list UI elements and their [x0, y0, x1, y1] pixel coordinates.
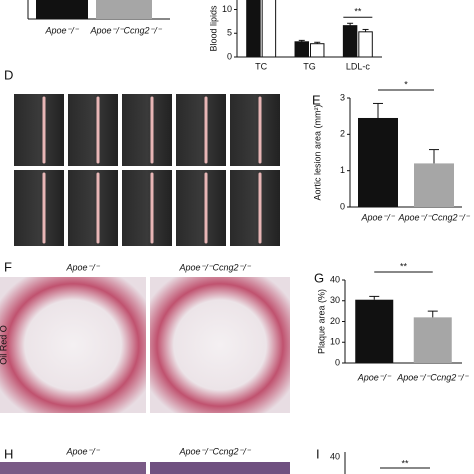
y-tick-label: 30	[330, 295, 340, 305]
bar	[294, 41, 309, 58]
y-axis-label: Plaque area (%)	[316, 289, 326, 354]
x-tick-label: Apoe⁻/⁻Ccng2⁻/⁻	[396, 372, 469, 382]
photo	[68, 170, 118, 246]
bar	[358, 117, 398, 207]
bar	[414, 163, 454, 207]
histology-image	[0, 277, 146, 413]
y-tick-label: 2	[340, 129, 345, 139]
x-tick-label: TC	[255, 61, 267, 71]
x-tick-label: Apoe⁻/⁻	[360, 212, 395, 222]
x-tick-label: Apoe⁻/⁻	[44, 25, 79, 35]
significance: *	[404, 79, 408, 89]
photo	[14, 94, 64, 166]
bar	[261, 0, 277, 58]
y-tick-label: 5	[227, 28, 232, 38]
y-tick-label: 40	[330, 274, 340, 284]
x-tick-label: LDL-c	[346, 61, 371, 71]
bar	[358, 31, 373, 58]
significance: **	[354, 7, 362, 17]
y-tick-label: 3	[340, 92, 345, 102]
panel-label: G	[314, 270, 324, 285]
panel-label: I	[316, 446, 320, 461]
y-tick-label: 10	[330, 337, 340, 347]
panel-label: D	[4, 67, 13, 82]
x-tick-label: TG	[303, 61, 316, 71]
y-tick-label: 1	[340, 165, 345, 175]
x-tick-label: Apoe⁻/⁻Ccng2⁻/⁻	[89, 25, 162, 35]
row-label: Apoe⁻/⁻Ccng2⁻/⁻	[2, 171, 12, 244]
y-axis-label: Blood lipids	[208, 5, 218, 52]
bar	[310, 43, 325, 58]
histology-image	[150, 277, 290, 413]
photo	[230, 170, 280, 246]
column-label: Apoe⁻/⁻Ccng2⁻/⁻	[178, 446, 251, 456]
aorta-photos: Apoe⁻/⁻ Apoe⁻/⁻Ccng2⁻/⁻	[2, 94, 280, 246]
panel-label: H	[4, 446, 13, 461]
photo	[176, 94, 226, 166]
y-axis-label: Aortic lesion area (mm²)	[312, 104, 322, 200]
photo	[230, 94, 280, 166]
panel-label: F	[4, 259, 12, 274]
significance: **	[400, 261, 408, 271]
bar	[355, 299, 394, 363]
photo	[14, 170, 64, 246]
column-label: Apoe⁻/⁻Ccng2⁻/⁻	[178, 262, 251, 272]
column-label: Apoe⁻/⁻	[65, 446, 100, 456]
y-tick-label: 40	[330, 451, 340, 461]
bar	[413, 317, 452, 363]
bar-cropped	[36, 0, 88, 19]
histology-image	[150, 462, 290, 474]
row-label: Apoe⁻/⁻	[2, 112, 12, 147]
significance: **	[401, 458, 409, 468]
bar-cropped	[96, 0, 152, 19]
y-tick-label: 20	[330, 316, 340, 326]
y-tick-label: 10	[222, 4, 232, 14]
bar	[246, 0, 261, 58]
panel-label: E	[312, 92, 321, 107]
x-tick-label: Apoe⁻/⁻	[357, 372, 392, 382]
photo	[122, 94, 172, 166]
photo	[176, 170, 226, 246]
photo	[122, 170, 172, 246]
bar	[342, 25, 358, 58]
y-tick-label: 0	[340, 201, 345, 211]
y-tick-label: 0	[335, 357, 340, 367]
photo	[68, 94, 118, 166]
histology-image	[0, 462, 146, 474]
top-left-panel: Apoe⁻/⁻ Apoe⁻/⁻Ccng2⁻/⁻	[27, 0, 170, 35]
column-label: Apoe⁻/⁻	[65, 262, 100, 272]
x-tick-label: Apoe⁻/⁻Ccng2⁻/⁻	[397, 212, 470, 222]
stain-label: Oil Red O	[0, 325, 8, 365]
y-tick-label: 0	[227, 51, 232, 61]
